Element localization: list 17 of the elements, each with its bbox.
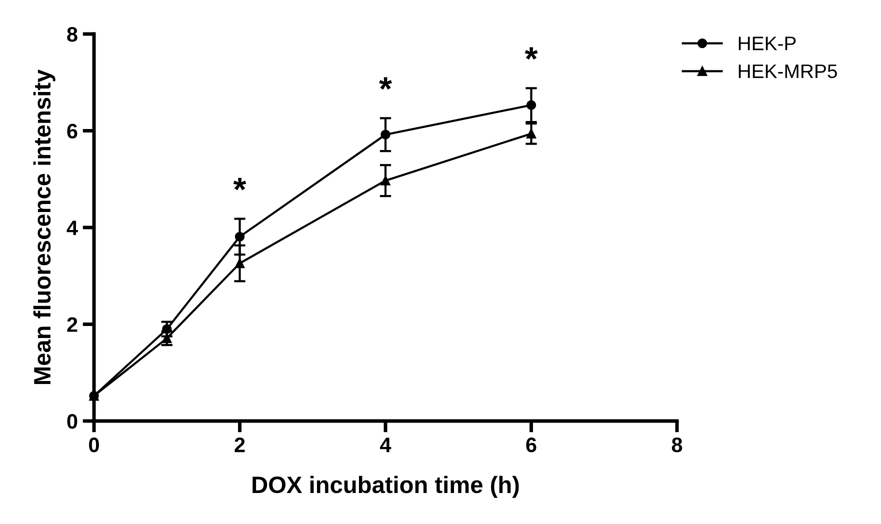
annotation: * <box>379 77 392 90</box>
y-tick-label: 2 <box>67 317 78 332</box>
x-tick-label: 8 <box>672 438 682 452</box>
y-tick-label: 0 <box>67 414 78 429</box>
y-tick-label: 6 <box>67 124 78 139</box>
x-tick-label: 0 <box>89 438 99 452</box>
y-axis-title: Mean fluorescence intensity <box>33 70 56 384</box>
x-tick-label: 2 <box>234 438 245 452</box>
y-tick-label: 4 <box>66 220 78 236</box>
x-axis-title: DOX incubation time (h) <box>252 476 519 498</box>
x-tick-label: 6 <box>526 438 536 452</box>
x-tick-label: 4 <box>380 438 392 452</box>
annotation: * <box>233 178 246 190</box>
annotation: * <box>524 47 538 60</box>
legend-label: HEK-P <box>738 36 796 50</box>
legend-label: HEK-MRP5 <box>738 64 837 78</box>
y-tick-label: 8 <box>67 27 78 42</box>
